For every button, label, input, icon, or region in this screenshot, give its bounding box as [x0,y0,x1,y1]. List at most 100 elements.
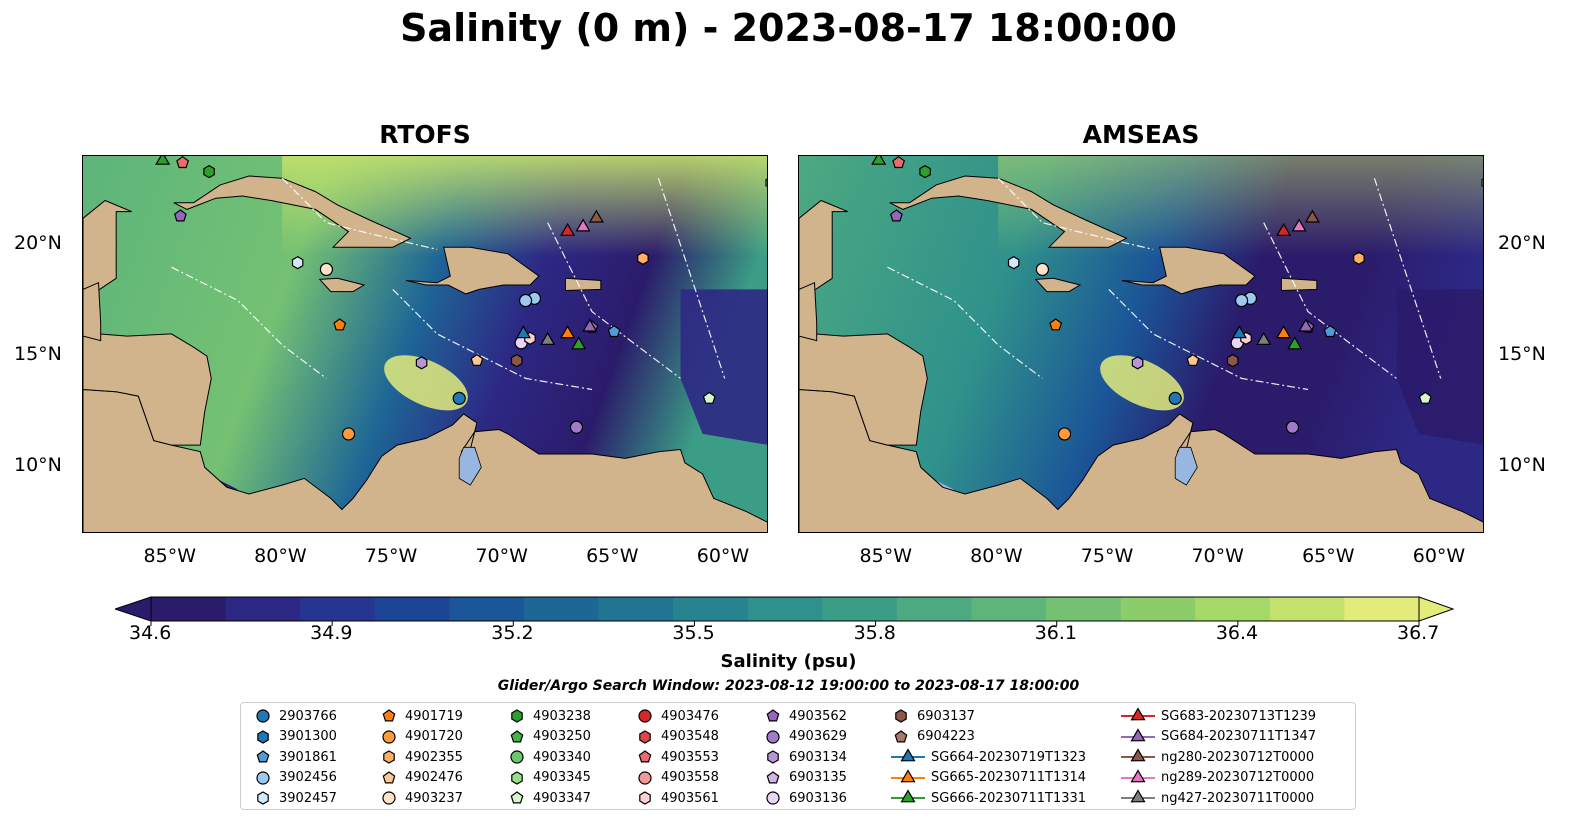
colorbar-swatch [449,597,525,621]
platform-marker-6903134 [1131,356,1144,370]
legend-entry: 6904223 [891,727,975,747]
colorbar-swatch [523,597,600,621]
colorbar-extend-high [1418,596,1455,622]
legend-label: 6904223 [917,729,975,744]
colorbar-swatch [1195,597,1271,621]
x-tick-label: 70°W [1191,545,1244,567]
platform-marker-6903137 [510,353,523,368]
x-tick-label: 80°W [254,545,307,567]
legend-label: 3902457 [279,790,337,806]
legend-entry: 3902457 [253,788,337,808]
platform-marker-sg683-20230713t1239 [560,222,576,236]
legend-marker-icon [900,748,916,762]
legend-entry: 2903766 [253,706,337,726]
platform-marker-3902457 [291,256,304,270]
platform-marker-ng289-20230712t0000 [575,218,591,232]
legend-label: 4903561 [661,790,719,806]
legend-entry: 4903347 [507,788,591,808]
platform-marker-sg666-20230711t1331 [571,336,587,350]
map-panel-amseas [798,155,1484,533]
colorbar-swatch [300,597,376,621]
platform-marker-sg683-20230713t1239 [1276,222,1292,236]
legend-marker-icon [511,770,523,785]
platform-marker-sg684-20230711t1347 [1298,318,1314,332]
platform-marker-4903345 [1481,178,1483,187]
platform-marker-sg666-20230711t1331 [155,156,171,165]
colorbar-swatch [896,597,972,621]
colorbar-swatch [151,597,227,621]
legend-marker-icon [766,791,780,805]
platform-marker-4903237 [1035,262,1050,277]
legend-entry: ng427-20230711T0000 [1121,788,1314,808]
colorbar-swatch [673,597,749,621]
platform-marker-ng427-20230711t0000 [1256,331,1272,345]
platform-marker-4902355 [1353,251,1365,265]
platform-marker-4903629 [569,420,584,434]
colorbar-extend-low [115,596,152,622]
legend-label: 4901719 [405,708,463,724]
platform-marker-ng289-20230712t0000 [1291,218,1307,232]
legend-entry: 4903345 [507,768,591,788]
platform-marker-4903238 [203,164,215,179]
legend-marker-icon [256,770,270,785]
legend-entry: 4902476 [379,768,463,788]
platform-marker-sg666-20230711t1331 [871,156,887,165]
colorbar-swatch [598,597,674,621]
platform-marker-4902476 [1186,353,1200,366]
legend-label: 4903553 [661,749,719,765]
legend-marker-icon [510,791,524,804]
y-tick-label: 15°N [14,343,62,366]
platform-marker-6903137 [1226,353,1239,368]
platform-marker-sg665-20230711t1314 [1276,325,1292,339]
legend-entry: SG684-20230711T1347 [1121,727,1316,747]
platform-marker-3902456 [1234,293,1249,308]
y-tick-label: 10°N [14,454,62,477]
legend-entry: 3902456 [253,768,337,788]
colorbar-swatch [822,597,898,621]
legend-entry: 4903562 [763,706,847,726]
platform-marker-6903134 [415,356,428,370]
legend-label: 4903347 [533,790,591,806]
legend-label: 4903250 [533,729,591,744]
legend-label: ng280-20230712T0000 [1161,749,1315,765]
search-window-text: Glider/Argo Search Window: 2023-08-12 19… [497,678,1080,694]
legend-marker-icon [256,750,270,763]
platform-marker-3902456 [518,293,533,308]
colorbar-tick-label: 35.2 [491,622,534,644]
colorbar-tick-label: 34.6 [129,622,172,644]
legend-label: 4903558 [661,770,719,785]
legend-marker-icon [895,709,907,723]
legend-label: SG683-20230713T1239 [1161,708,1317,724]
legend-entry: 3901861 [253,747,337,767]
legend-entry: 4903548 [635,727,719,747]
legend-marker-icon [766,709,780,722]
colorbar-swatch [971,597,1047,621]
platform-marker-4901720 [341,427,356,441]
legend-marker-icon [256,709,270,723]
legend-marker-icon [1130,727,1146,741]
platform-marker-4903562 [889,209,903,222]
platform-marker-4901720 [1057,427,1072,441]
legend-entry: 4903237 [379,788,463,808]
legend-entry: 6903137 [891,706,975,726]
colorbar-tick-label: 36.4 [1215,622,1259,644]
legend-label: ng427-20230711T0000 [1161,790,1315,806]
colorbar-swatch [374,597,450,621]
platform-marker-3901861 [607,324,621,338]
colorbar-swatch [1120,597,1196,621]
legend-label: 4903340 [533,749,591,765]
platform-marker-4903345 [765,178,767,187]
panel-title-amseas: AMSEAS [1082,120,1200,149]
platform-marker-4901719 [1049,318,1063,331]
legend: 2903766 3901300 3901861 3902456 3902457 49017… [240,702,1356,810]
platform-marker-sg684-20230711t1347 [582,318,598,332]
legend-label: 4903562 [789,708,847,724]
legend-label: 4903548 [661,729,719,744]
figure-title: Salinity (0 m) - 2023-08-17 18:00:00 [400,6,1177,50]
legend-entry: 6903136 [763,788,847,808]
legend-marker-icon [1130,768,1146,782]
colorbar-swatch [225,597,301,621]
legend-marker-icon [766,770,780,783]
legend-label: SG684-20230711T1347 [1161,729,1317,744]
legend-entry: 4903558 [635,768,719,788]
